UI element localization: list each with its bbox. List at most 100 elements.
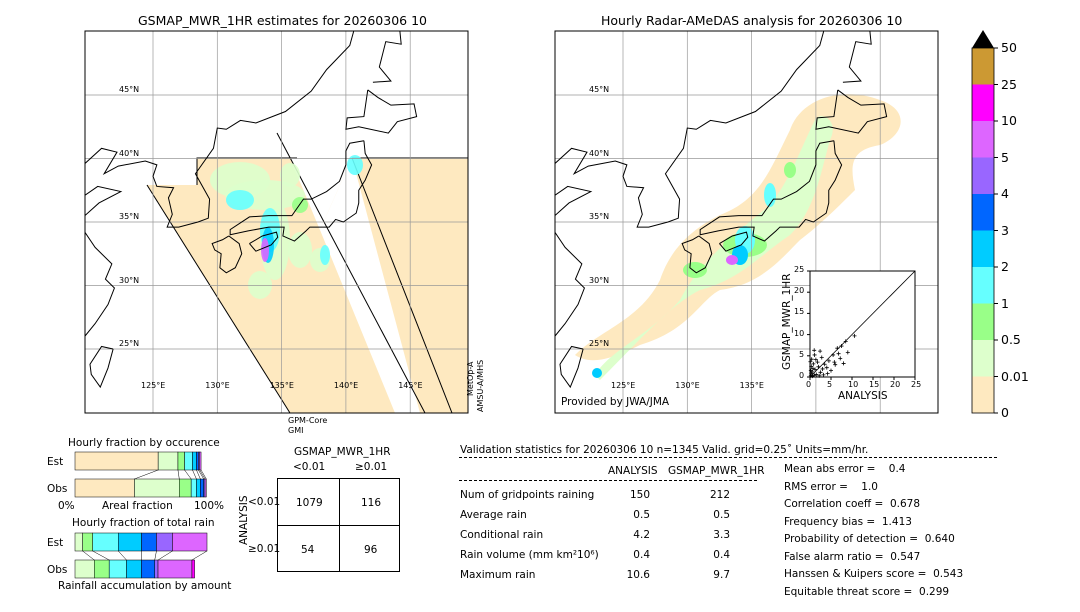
divider — [278, 525, 399, 526]
scatter-point — [822, 362, 827, 367]
scatter-point — [818, 349, 823, 354]
contingency-row-1: ≥0.01 — [248, 543, 281, 555]
lat-label: 45°N — [589, 85, 610, 94]
scatter-point — [841, 361, 846, 366]
contingency-col-0: <0.01 — [293, 461, 326, 473]
occurrence-bar-est — [196, 451, 199, 471]
rain-cell — [248, 271, 272, 299]
occurrence-bar-est — [157, 451, 179, 471]
occurrence-bar-est — [74, 451, 159, 471]
colorbar-tick-label: 0 — [1001, 405, 1009, 420]
connector-line — [199, 469, 206, 480]
colorbar — [971, 30, 998, 414]
scatter-xtick-label: 10 — [848, 380, 859, 389]
coastline-kyushu — [211, 235, 243, 274]
coastline-taiwan — [559, 345, 584, 389]
map-frame — [84, 30, 469, 414]
scatter-point — [824, 365, 829, 370]
occurrence-bar-est — [199, 451, 202, 471]
scatter-ylabel: GSMAP_MWR_1HR — [781, 273, 793, 370]
colorbar-segment — [972, 194, 994, 231]
rain-bar-obs — [157, 559, 193, 579]
lon-label: 125°E — [611, 381, 636, 390]
stat-label: Average rain — [460, 509, 527, 521]
occ-xlabel: Areal fraction — [102, 500, 173, 512]
swath-edge — [146, 184, 291, 413]
colorbar-tick-label: 25 — [1001, 76, 1017, 92]
stat-label: Num of gridpoints raining — [460, 489, 595, 501]
connector-line — [157, 550, 173, 561]
cell-hit: 96 — [364, 544, 378, 556]
lon-label: 125°E — [141, 381, 166, 390]
connector-line — [200, 469, 207, 480]
scatter-point — [845, 350, 850, 355]
occ-est-label: Est — [47, 456, 64, 468]
col-analysis: ANALYSIS — [608, 465, 658, 477]
occurrence-bar-obs — [196, 478, 201, 498]
scatter-ytick-label: 0 — [799, 371, 805, 380]
rain-bar-obs — [94, 559, 110, 579]
stat-label: Rain volume (mm km²10⁶) — [460, 549, 599, 561]
rain-bar-obs — [141, 559, 155, 579]
occurrence-title: Hourly fraction by occurence — [68, 437, 220, 449]
occurrence-bar-est — [192, 451, 197, 471]
scatter-point — [814, 372, 819, 377]
scatter-point — [812, 348, 817, 353]
stat-analysis: 10.6 — [626, 569, 650, 581]
gsmap-map — [84, 30, 469, 414]
col-gsmap: GSMAP_MWR_1HR — [668, 465, 765, 477]
coastline-continent — [85, 31, 355, 228]
scatter-point — [813, 357, 818, 362]
rain-bar-obs — [154, 559, 159, 579]
coastline-china2 — [555, 231, 586, 337]
radar-map — [554, 30, 939, 414]
scatter-xlabel: ANALYSIS — [838, 390, 888, 402]
stat-analysis: 0.5 — [633, 509, 650, 521]
coastline-china2 — [85, 231, 116, 337]
coastline-shikoku — [249, 231, 279, 252]
lat-label: 40°N — [589, 148, 610, 158]
scatter-point — [811, 361, 816, 366]
occurrence-bar-obs — [204, 478, 207, 498]
occ-x-100: 100% — [194, 500, 225, 512]
rain-bar-obs — [126, 559, 142, 579]
rain-obs-label: Obs — [47, 564, 68, 576]
connector-line — [134, 469, 159, 480]
rain-cell — [784, 162, 796, 178]
connector-line — [118, 550, 127, 561]
connector-line — [184, 469, 192, 480]
rain-bar-est — [141, 532, 157, 552]
coastline-china — [85, 185, 123, 217]
connector-line — [196, 469, 201, 480]
stat-gsmap: 9.7 — [713, 569, 730, 581]
colorbar-tick-label: 2 — [1001, 259, 1009, 274]
contingency-col-1: ≥0.01 — [355, 461, 388, 473]
connector-line — [198, 469, 204, 480]
sensor-metop: MetOp-A — [466, 361, 475, 396]
score-line: Hanssen & Kuipers score = 0.543 — [784, 568, 964, 580]
scatter-point — [835, 346, 840, 351]
stat-analysis: 0.4 — [633, 549, 650, 561]
lon-label: 130°E — [675, 381, 700, 390]
sensor-gpm: GPM-Core — [288, 416, 328, 425]
colorbar-segment — [972, 376, 994, 413]
credit-text: Provided by JWA/JMA — [561, 396, 670, 408]
lon-label: 140°E — [333, 381, 359, 390]
rain-cell — [726, 255, 738, 265]
score-line: Correlation coeff = 0.678 — [784, 498, 920, 510]
coastline-honshu — [699, 140, 843, 242]
rain-title: Hourly fraction of total rain — [72, 517, 215, 529]
connector-line — [191, 550, 208, 561]
coastline-sakhalin — [372, 31, 402, 83]
rain-bar-est — [82, 532, 93, 552]
colorbar-extend-arrow — [972, 30, 994, 48]
lon-label: 130°E — [205, 381, 230, 390]
rain-cell — [280, 163, 300, 187]
score-line: Frequency bias = 1.413 — [784, 515, 912, 528]
scatter-point — [831, 352, 836, 357]
scatter-point — [809, 371, 814, 376]
right-map-title: Hourly Radar-AMeDAS analysis for 2026030… — [601, 13, 903, 28]
scatter-xtick-label: 15 — [869, 380, 880, 389]
scatter-plot — [807, 270, 916, 380]
connector-line — [192, 469, 197, 480]
